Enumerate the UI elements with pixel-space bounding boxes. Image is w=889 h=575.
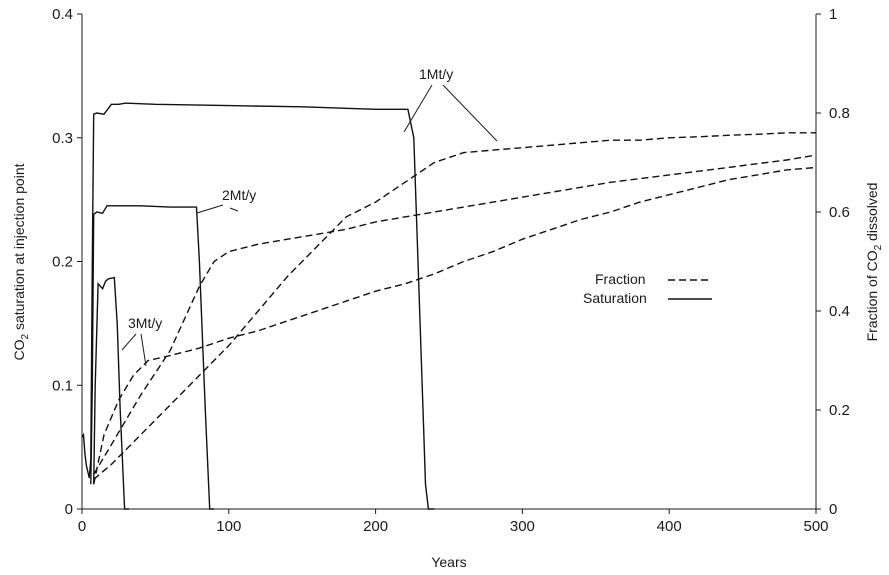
y-left-tick-label: 0.3	[52, 130, 73, 147]
annotation-1mty: 1Mt/y	[419, 66, 453, 82]
annotation-3mty: 3Mt/y	[128, 315, 162, 331]
arrow-1mty-saturation	[404, 85, 432, 132]
y-right-tick-label: 0.6	[829, 204, 850, 221]
arrow-2mty-saturation	[197, 205, 223, 213]
legend-label-fraction: Fraction	[595, 271, 646, 287]
arrow-3mty-fraction	[141, 334, 146, 366]
saturation-line-0	[82, 103, 434, 509]
y-right-tick-label: 1	[829, 6, 837, 23]
y-right-tick-label: 0.8	[829, 105, 850, 122]
y-left-tick-label: 0	[65, 501, 73, 518]
y-left-tick-label: 0.1	[52, 377, 73, 394]
ticks: 0 100 200 300 400 50000.10.20.30.400.20.40.60…	[52, 6, 850, 535]
y-left-tick-label: 0.2	[52, 254, 73, 271]
x-tick-label: 200	[363, 518, 388, 535]
y-right-tick-label: 0	[829, 501, 837, 518]
y-right-tick-label: 0.4	[829, 303, 850, 320]
x-axis-title: Years	[431, 554, 466, 570]
arrow-3mty-saturation	[122, 334, 136, 350]
arrow-1mty-fraction	[443, 85, 497, 141]
arrow-2mty-fraction	[230, 208, 238, 211]
legend-label-saturation: Saturation	[583, 290, 647, 306]
y-axis-title-right: Fraction of CO2 dissolved	[864, 183, 884, 342]
legend: Fraction Saturation	[583, 271, 712, 306]
y-left-tick-label: 0.4	[52, 6, 73, 23]
x-tick-label: 100	[216, 518, 241, 535]
saturation-line-1	[91, 206, 214, 509]
x-tick-label: 0	[78, 518, 86, 535]
saturation-line-2	[94, 278, 129, 509]
y-right-tick-label: 0.2	[829, 402, 850, 419]
y-axis-title-left: CO2 saturation at injection point	[11, 163, 31, 360]
annotation-2mty: 2Mt/y	[222, 187, 256, 203]
fraction-line-3	[94, 133, 816, 480]
series-layer	[82, 103, 816, 509]
x-tick-label: 400	[657, 518, 682, 535]
x-tick-label: 300	[510, 518, 535, 535]
x-tick-label: 500	[803, 518, 828, 535]
